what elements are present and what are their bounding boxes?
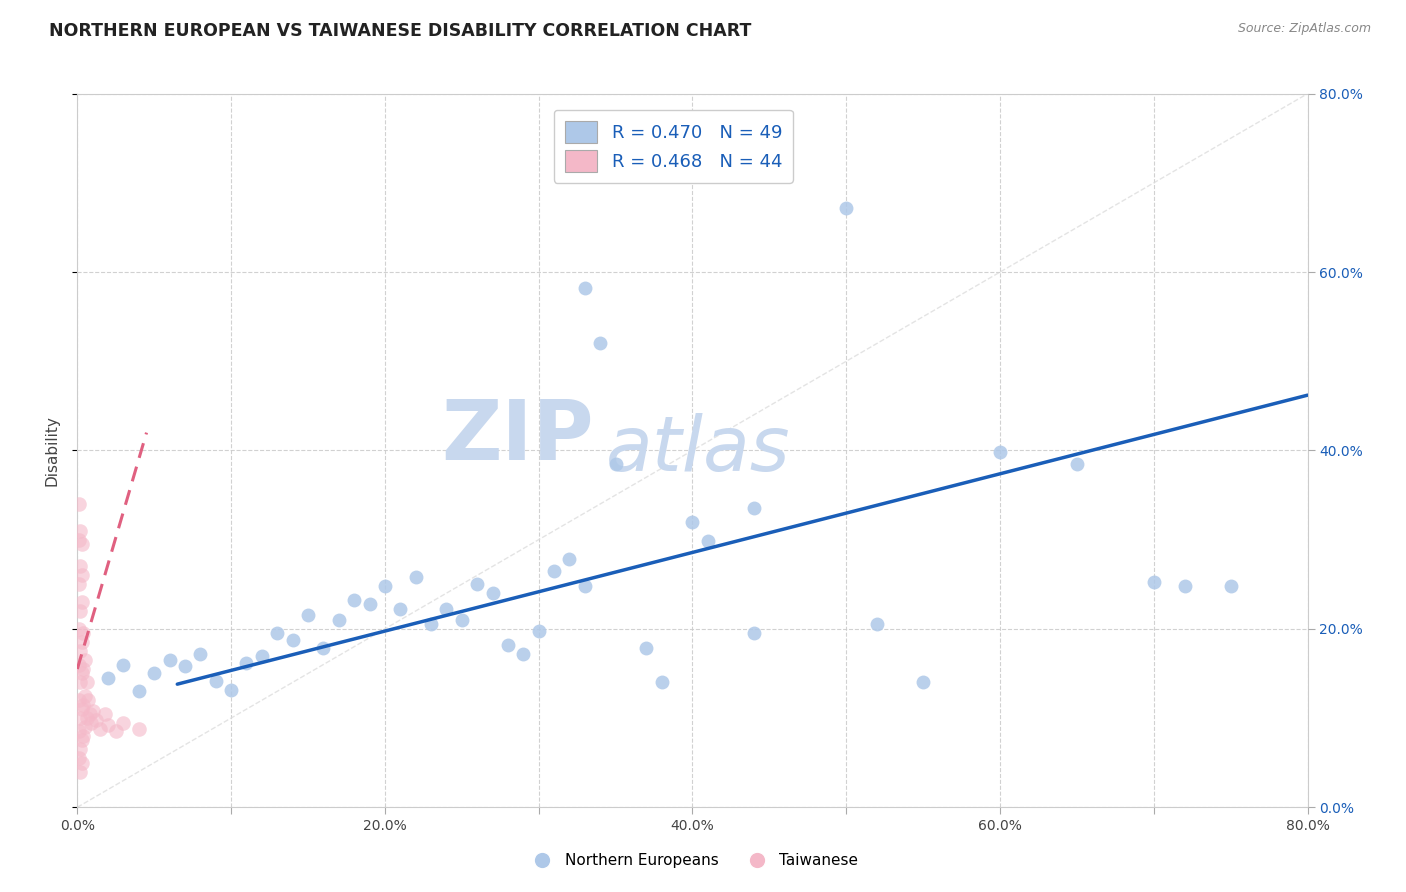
Point: [67, 693, 90, 707]
Point: [73, 653, 96, 667]
Text: NORTHERN EUROPEAN VS TAIWANESE DISABILITY CORRELATION CHART: NORTHERN EUROPEAN VS TAIWANESE DISABILIT…: [49, 22, 752, 40]
Text: ZIP: ZIP: [441, 396, 595, 476]
Point: [70, 666, 93, 681]
Point: [312, 641, 335, 656]
Point: [72, 662, 94, 676]
Point: [89, 722, 111, 736]
Point: [450, 613, 472, 627]
Point: [67, 751, 90, 765]
Point: [67, 577, 90, 591]
Point: [70, 537, 93, 551]
Point: [527, 624, 550, 638]
Text: atlas: atlas: [606, 414, 790, 487]
Point: [1219, 579, 1241, 593]
Point: [682, 515, 704, 529]
Point: [69, 524, 91, 538]
Point: [219, 682, 242, 697]
Point: [69, 742, 91, 756]
Point: [70, 756, 93, 770]
Point: [143, 666, 166, 681]
Point: [866, 617, 889, 632]
Point: [70, 568, 93, 582]
Point: [97, 671, 120, 685]
Point: [1066, 457, 1088, 471]
Point: [605, 457, 627, 471]
Point: [512, 647, 534, 661]
Point: [297, 608, 319, 623]
Point: [82, 704, 104, 718]
Point: [574, 579, 596, 593]
Point: [72, 698, 94, 712]
Point: [79, 706, 101, 721]
Point: [543, 564, 565, 578]
Point: [574, 281, 596, 295]
Point: [742, 626, 765, 640]
Point: [94, 706, 117, 721]
Point: [72, 626, 94, 640]
Point: [159, 653, 181, 667]
Point: [465, 577, 488, 591]
Point: [374, 579, 396, 593]
Point: [328, 613, 350, 627]
Point: [72, 729, 94, 743]
Point: [405, 570, 427, 584]
Point: [97, 718, 120, 732]
Point: [235, 656, 257, 670]
Point: [70, 635, 93, 649]
Point: [188, 647, 212, 661]
Point: [436, 602, 458, 616]
Point: [651, 675, 673, 690]
Point: [496, 638, 519, 652]
Point: [988, 445, 1011, 459]
Point: [70, 733, 93, 747]
Point: [250, 648, 273, 663]
Point: [69, 559, 91, 574]
Point: [76, 675, 98, 690]
Point: [67, 622, 90, 636]
Point: [128, 684, 150, 698]
Point: [912, 675, 935, 690]
Point: [281, 632, 304, 647]
Point: [104, 724, 127, 739]
Point: [128, 722, 150, 736]
Point: [1143, 575, 1166, 590]
Point: [112, 715, 135, 730]
Point: [481, 586, 503, 600]
Point: [1174, 579, 1197, 593]
Point: [343, 593, 366, 607]
Point: [389, 602, 412, 616]
Point: [70, 702, 93, 716]
Point: [76, 711, 98, 725]
Point: [67, 657, 90, 672]
Point: [69, 675, 91, 690]
Point: [266, 626, 288, 640]
Point: [73, 689, 96, 703]
Point: [67, 724, 90, 739]
Point: [696, 534, 718, 549]
Point: [112, 657, 135, 672]
Point: [835, 201, 858, 215]
Point: [69, 764, 91, 779]
Point: [558, 552, 581, 566]
Point: [359, 597, 381, 611]
Point: [77, 693, 100, 707]
Y-axis label: Disability: Disability: [44, 415, 59, 486]
Point: [70, 595, 93, 609]
Point: [742, 501, 765, 516]
Point: [80, 715, 103, 730]
Point: [420, 617, 443, 632]
Point: [636, 641, 658, 656]
Point: [69, 644, 91, 658]
Point: [69, 604, 91, 618]
Point: [69, 711, 91, 725]
Point: [204, 673, 226, 688]
Point: [174, 659, 197, 673]
Legend: Northern Europeans, Taiwanese: Northern Europeans, Taiwanese: [520, 847, 865, 874]
Point: [67, 497, 90, 511]
Point: [84, 713, 107, 727]
Point: [589, 336, 612, 351]
Point: [67, 533, 90, 547]
Text: Source: ZipAtlas.com: Source: ZipAtlas.com: [1237, 22, 1371, 36]
Point: [73, 720, 96, 734]
